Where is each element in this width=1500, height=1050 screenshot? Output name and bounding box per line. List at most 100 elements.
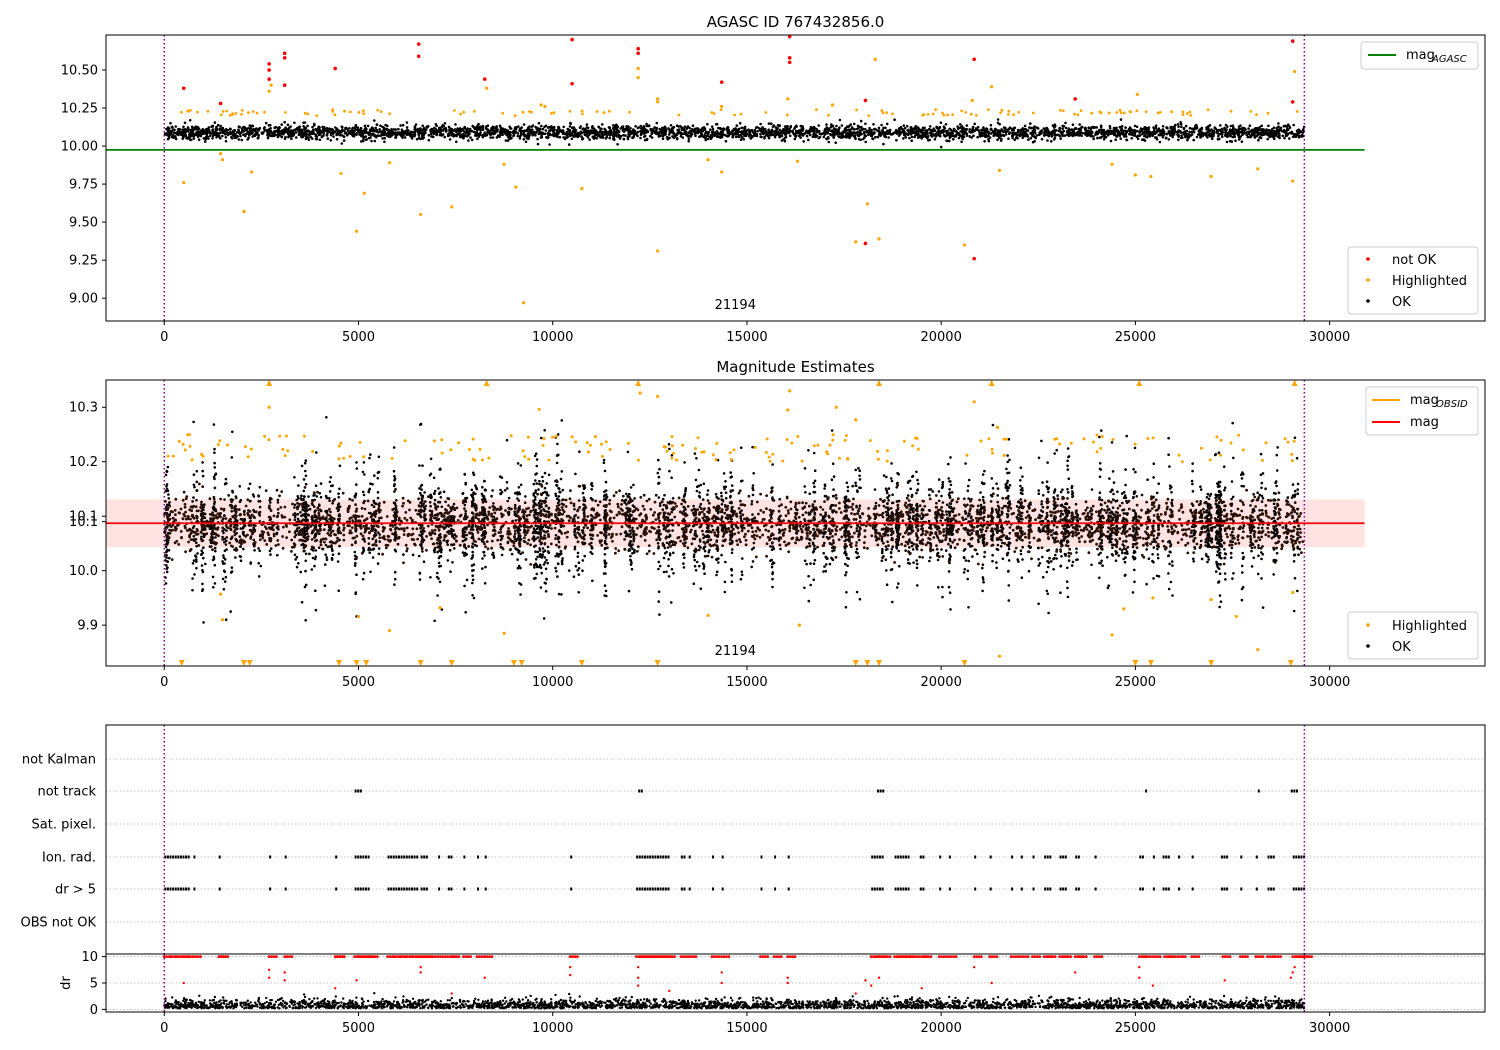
ok-point <box>700 128 703 131</box>
ok-point <box>1084 128 1087 131</box>
highlighted-point <box>348 110 352 114</box>
ok-point <box>829 542 832 545</box>
ok-point <box>221 134 224 138</box>
ok-point <box>935 126 938 129</box>
ok-point <box>703 128 707 131</box>
ok-point <box>1215 524 1219 527</box>
highlighted-point <box>720 170 724 174</box>
ok-point <box>283 120 287 124</box>
ok-point <box>355 573 358 576</box>
ok-point <box>977 129 981 132</box>
ok-point <box>557 592 561 596</box>
ok-point <box>1171 135 1174 139</box>
ok-point <box>229 127 232 131</box>
ok-point <box>345 126 348 130</box>
ok-point <box>356 126 360 129</box>
ok-point <box>679 131 682 134</box>
ok-point <box>1171 132 1174 136</box>
ok-point <box>1127 127 1131 131</box>
ok-point <box>1246 135 1250 139</box>
ok-point <box>895 129 899 133</box>
ok-point <box>224 128 228 131</box>
ok-point <box>329 128 333 131</box>
not-ok-point <box>1290 100 1295 104</box>
not-ok-point <box>282 56 287 60</box>
ok-point <box>784 128 788 131</box>
ok-point <box>755 134 759 138</box>
ok-point <box>1061 124 1064 128</box>
ok-point <box>654 131 657 135</box>
ok-point <box>277 528 280 531</box>
ok-point <box>688 126 691 130</box>
highlighted-point <box>303 111 307 115</box>
ok-point <box>1067 134 1071 137</box>
ok-point <box>904 136 908 139</box>
ok-point <box>522 531 526 534</box>
ok-point <box>1144 133 1147 137</box>
ok-point <box>491 136 495 139</box>
ok-point <box>215 125 218 129</box>
ok-point <box>547 133 550 137</box>
ok-point <box>1079 127 1082 130</box>
ok-point <box>943 127 946 130</box>
ok-point <box>421 464 424 468</box>
ok-point <box>486 130 489 134</box>
ok-point <box>1107 507 1111 511</box>
ok-point <box>461 132 465 136</box>
ok-point <box>374 126 378 130</box>
ok-point <box>592 136 596 139</box>
ok-point <box>650 132 654 135</box>
ok-point <box>870 134 873 138</box>
ok-point <box>871 131 875 134</box>
ok-point <box>169 121 172 125</box>
not-ok-point <box>719 80 724 84</box>
ok-point <box>506 129 510 133</box>
ok-point <box>388 129 391 133</box>
highlighted-point <box>815 108 818 112</box>
ok-point <box>863 136 866 139</box>
ok-point <box>1123 560 1127 564</box>
ok-point <box>1089 127 1092 130</box>
ok-point <box>565 133 569 137</box>
ok-point <box>775 128 778 132</box>
ok-point <box>277 511 280 515</box>
ok-point <box>286 123 290 127</box>
ok-point <box>944 134 947 138</box>
ok-point <box>1239 124 1242 127</box>
ok-point <box>724 139 728 143</box>
ok-point <box>959 123 962 126</box>
ok-point <box>553 134 556 138</box>
ok-point <box>1106 555 1109 559</box>
ok-point <box>650 136 654 139</box>
ok-point <box>676 131 680 134</box>
highlighted-point <box>1115 111 1119 114</box>
ok-point <box>215 128 219 132</box>
ok-point <box>1032 135 1036 138</box>
ok-point <box>612 126 615 130</box>
ok-point <box>856 130 859 134</box>
ok-point <box>991 559 994 563</box>
ok-point <box>1261 553 1265 556</box>
ok-point <box>954 129 958 133</box>
ok-point <box>880 123 883 127</box>
ok-point <box>461 539 465 543</box>
ok-point <box>307 138 311 141</box>
ok-point <box>282 129 285 132</box>
ok-point <box>1291 494 1295 497</box>
ok-point <box>203 140 207 143</box>
highlighted-point <box>951 113 955 116</box>
ok-point <box>1184 135 1187 139</box>
ok-point <box>302 125 305 128</box>
ok-point <box>681 136 685 139</box>
ok-point <box>1226 135 1229 139</box>
ok-point <box>906 132 909 136</box>
ok-point <box>597 125 600 129</box>
ok-point <box>206 135 210 139</box>
highlighted-point <box>354 229 359 233</box>
ok-point <box>1154 124 1158 127</box>
ok-point <box>164 473 168 477</box>
ok-point <box>653 126 656 129</box>
ok-point <box>613 124 617 128</box>
ok-point <box>352 134 356 138</box>
